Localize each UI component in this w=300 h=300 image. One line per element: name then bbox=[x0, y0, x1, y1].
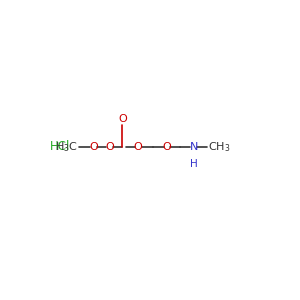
Text: O: O bbox=[89, 142, 98, 152]
Text: H: H bbox=[190, 159, 198, 169]
Text: O: O bbox=[105, 142, 114, 152]
Text: O: O bbox=[163, 142, 171, 152]
Text: H$_3$C: H$_3$C bbox=[55, 140, 78, 154]
Text: CH$_3$: CH$_3$ bbox=[208, 140, 230, 154]
Text: O: O bbox=[118, 114, 127, 124]
Text: N: N bbox=[190, 142, 198, 152]
Text: O: O bbox=[134, 142, 142, 152]
Text: HCl: HCl bbox=[50, 140, 71, 153]
